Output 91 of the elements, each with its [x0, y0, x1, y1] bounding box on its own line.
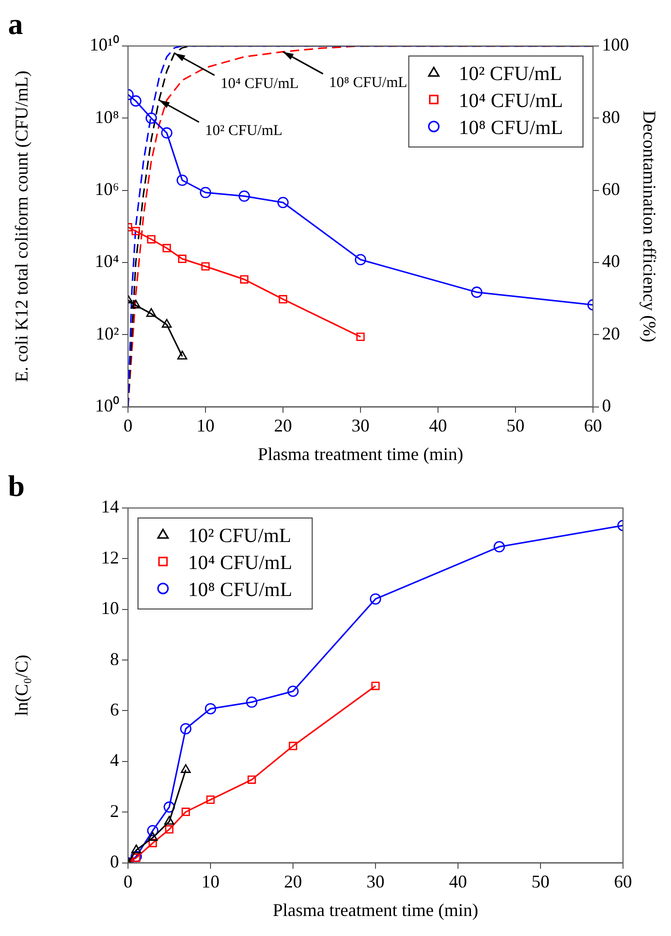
- point: [356, 332, 365, 342]
- point: [178, 254, 186, 264]
- legend-label: 10² CFU/mL: [188, 524, 292, 547]
- point: [288, 742, 298, 750]
- y-tick-label: 8: [110, 648, 119, 669]
- chart-title: b: [8, 470, 25, 503]
- x-tick-label: 40: [449, 871, 467, 892]
- point: [238, 190, 250, 202]
- point: [277, 196, 289, 208]
- point: [177, 350, 188, 360]
- x-tick-label: 50: [532, 871, 550, 892]
- y-tick-label: 10⁴: [94, 251, 119, 272]
- point: [146, 308, 156, 317]
- point: [248, 775, 256, 784]
- point: [164, 801, 175, 813]
- y-tick-label: 14: [101, 496, 119, 517]
- point: [246, 696, 258, 708]
- point: [132, 226, 140, 236]
- y-axis-title: E. coli K12 total coliform count (CFU/mL): [12, 70, 32, 382]
- point: [206, 796, 215, 804]
- y-tick-label: 0: [110, 852, 119, 872]
- x-axis-title: Plasma treatment time (min): [272, 900, 478, 920]
- point: [130, 850, 142, 862]
- point: [147, 235, 156, 244]
- x-tick-label: 10: [196, 415, 214, 436]
- y-tick-label: 4: [110, 750, 119, 770]
- y-tick-label: 10¹⁰: [90, 34, 119, 55]
- point: [494, 541, 505, 552]
- point: [204, 703, 216, 714]
- y-axis-title: ln(C₀/C): [12, 654, 32, 716]
- point: [147, 824, 158, 836]
- y2-tick-label: 60: [602, 179, 620, 200]
- point: [371, 682, 380, 690]
- x-tick-label: 10: [202, 871, 220, 892]
- y-tick-label: 2: [110, 800, 119, 821]
- point: [200, 186, 212, 198]
- point: [287, 686, 299, 697]
- point: [130, 300, 141, 308]
- x-tick-label: 50: [506, 415, 524, 436]
- y2-tick-label: 0: [602, 396, 611, 416]
- x-tick-label: 30: [366, 871, 384, 892]
- legend-label: 10⁴ CFU/mL: [458, 90, 564, 112]
- y2-tick-label: 80: [602, 106, 620, 127]
- y-tick-label: 12: [101, 547, 119, 568]
- point: [165, 825, 174, 834]
- point: [146, 112, 157, 124]
- point: [148, 838, 157, 848]
- y2-axis-title: Decontamination efficiency (%): [639, 110, 660, 342]
- y-tick-label: 10²: [96, 323, 119, 344]
- x-tick-label: 20: [274, 415, 292, 436]
- x-tick-label: 40: [429, 415, 447, 436]
- point: [162, 318, 172, 328]
- annotation: 10⁸ CFU/mL: [329, 74, 408, 91]
- x-tick-label: 20: [284, 871, 302, 892]
- point: [164, 816, 174, 825]
- point: [162, 244, 171, 252]
- x-tick-label: 0: [124, 415, 132, 436]
- legend-label: 10⁸ CFU/mL: [188, 578, 292, 601]
- annotation: 10² CFU/mL: [205, 123, 282, 140]
- y-tick-label: 10⁰: [95, 396, 119, 416]
- legend-label: 10⁴ CFU/mL: [188, 552, 292, 574]
- annotation: 10⁴ CFU/mL: [220, 76, 299, 92]
- x-tick-label: 60: [614, 871, 632, 892]
- y-tick-label: 6: [110, 699, 119, 720]
- y-tick-label: 10⁶: [94, 179, 119, 200]
- x-tick-label: 30: [352, 415, 370, 436]
- legend-label: 10² CFU/mL: [458, 62, 562, 85]
- x-tick-label: 60: [584, 415, 602, 436]
- point: [278, 295, 288, 304]
- point: [180, 764, 191, 773]
- point: [180, 723, 192, 734]
- x-tick-label: 0: [124, 871, 132, 892]
- point: [354, 254, 366, 266]
- x-axis-title: Plasma treatment time (min): [258, 444, 464, 464]
- point: [201, 262, 210, 271]
- y-tick-label: 10: [101, 598, 119, 618]
- point: [176, 174, 188, 186]
- point: [182, 808, 190, 816]
- legend-label: 10⁸ CFU/mL: [458, 116, 564, 139]
- point: [130, 95, 142, 107]
- y-tick-label: 10⁸: [94, 106, 119, 127]
- point: [161, 127, 172, 139]
- point: [131, 844, 142, 854]
- point: [370, 593, 382, 605]
- point: [471, 286, 482, 298]
- y2-tick-label: 40: [602, 251, 620, 272]
- chart-title: a: [8, 8, 23, 41]
- y2-tick-label: 20: [602, 323, 620, 344]
- point: [240, 275, 248, 284]
- point: [148, 832, 158, 841]
- y2-tick-label: 100: [602, 34, 629, 55]
